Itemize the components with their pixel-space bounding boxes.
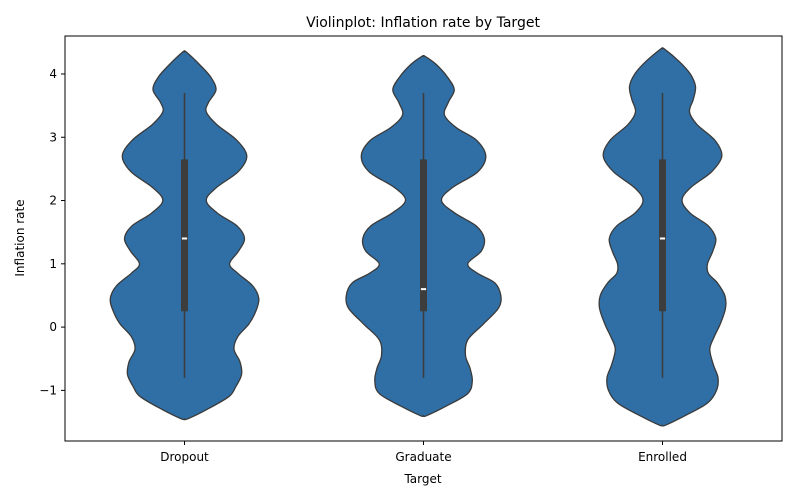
x-axis: Dropout Graduate Enrolled bbox=[160, 441, 687, 464]
y-tick-label: 0 bbox=[49, 320, 57, 334]
y-tick-label: 1 bbox=[49, 257, 57, 271]
y-tick-label: 4 bbox=[49, 67, 57, 81]
y-tick-label: −1 bbox=[39, 383, 57, 397]
y-axis-label: Inflation rate bbox=[13, 199, 27, 276]
violins-layer bbox=[109, 47, 727, 427]
iqr-box-enrolled bbox=[659, 159, 666, 312]
iqr-box-dropout bbox=[181, 159, 188, 312]
x-tick-label-graduate: Graduate bbox=[395, 450, 451, 464]
y-tick-label: 3 bbox=[49, 130, 57, 144]
x-tick-label-dropout: Dropout bbox=[160, 450, 209, 464]
iqr-box-graduate bbox=[420, 159, 427, 312]
x-tick-label-enrolled: Enrolled bbox=[638, 450, 687, 464]
x-axis-label: Target bbox=[403, 472, 441, 486]
chart-title: Violinplot: Inflation rate by Target bbox=[306, 15, 540, 31]
y-tick-label: 2 bbox=[49, 194, 57, 208]
y-axis: −1 0 1 2 3 4 bbox=[39, 67, 65, 397]
boxes-layer bbox=[181, 92, 666, 378]
